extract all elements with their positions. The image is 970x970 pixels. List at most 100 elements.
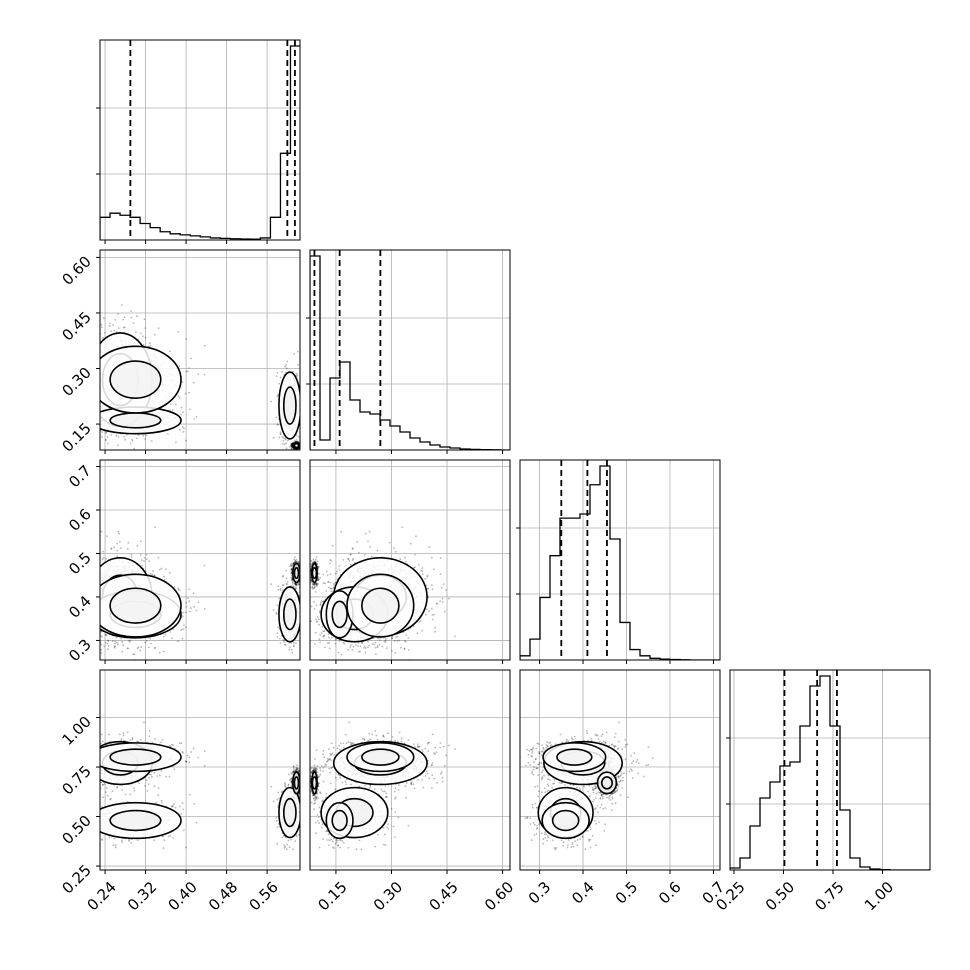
scatter-point [284, 437, 286, 440]
scatter-point [293, 561, 296, 564]
y-tick-label: 0.3 [65, 636, 95, 666]
scatter-point [157, 556, 160, 559]
scatter-point [292, 562, 295, 565]
scatter-point [177, 588, 180, 591]
scatter-point [132, 653, 135, 656]
scatter-point [167, 433, 169, 435]
scatter-point [117, 327, 120, 330]
scatter-point [121, 650, 124, 653]
scatter-point [275, 613, 278, 615]
scatter-point [195, 609, 198, 612]
scatter-point [291, 581, 294, 584]
scatter-point [136, 544, 139, 547]
scatter-point [282, 575, 284, 578]
density-contour [293, 567, 300, 580]
scatter-point [180, 413, 183, 416]
scatter-point [103, 331, 106, 334]
scatter-point [120, 547, 122, 549]
scatter-point [168, 571, 171, 574]
scatter-point [107, 648, 109, 650]
scatter-point [109, 322, 111, 325]
scatter-point [142, 335, 145, 338]
scatter-point [295, 583, 297, 586]
scatter-point [163, 575, 165, 578]
scatter-point [127, 639, 130, 642]
scatter-point [105, 432, 107, 434]
scatter-point [284, 644, 287, 646]
scatter-point [145, 553, 148, 556]
scatter-point [279, 587, 282, 590]
scatter-point [107, 645, 110, 647]
scatter-point [106, 436, 109, 438]
scatter-point [203, 373, 206, 376]
scatter-point [293, 558, 295, 561]
scatter-point [282, 639, 284, 641]
scatter-panel-3-2 [309, 459, 511, 664]
scatter-point [184, 392, 187, 395]
y-tick-label: 0.60 [58, 253, 94, 289]
scatter-point [122, 326, 125, 329]
scatter-point [116, 542, 119, 545]
scatter-point [279, 589, 282, 592]
scatter-point [290, 564, 292, 566]
scatter-point [290, 562, 293, 565]
scatter-point [178, 428, 181, 431]
scatter-point [177, 587, 180, 590]
scatter-point [193, 418, 196, 420]
scatter-point [150, 642, 153, 645]
scatter-point [110, 548, 113, 550]
scatter-point [418, 621, 421, 623]
scatter-point [180, 628, 183, 631]
scatter-point [297, 436, 300, 438]
scatter-point [281, 443, 284, 445]
scatter-point [284, 365, 286, 368]
scatter-point [181, 381, 184, 383]
scatter-point [292, 562, 294, 565]
scatter-point [279, 431, 282, 433]
scatter-point [270, 400, 272, 403]
scatter-point [404, 640, 407, 643]
scatter-point [100, 643, 103, 646]
scatter-point [169, 403, 172, 405]
scatter-point [140, 332, 142, 335]
scatter-point [182, 628, 184, 630]
scatter-point [114, 645, 116, 647]
scatter-point [203, 344, 206, 347]
scatter-point [288, 446, 291, 448]
scatter-point [132, 322, 135, 324]
scatter-point [295, 584, 298, 586]
scatter-point [107, 639, 109, 642]
scatter-point [297, 583, 300, 586]
density-contour [109, 360, 162, 399]
scatter-point [149, 572, 152, 575]
scatter-point [277, 585, 280, 588]
scatter-point [281, 370, 283, 373]
panel-frame [99, 459, 301, 661]
scatter-point [139, 554, 142, 556]
scatter-point [294, 583, 297, 585]
scatter-point [295, 587, 297, 590]
scatter-point [188, 610, 191, 613]
scatter-point [293, 440, 296, 442]
scatter-point [296, 583, 299, 585]
scatter-point [290, 444, 293, 446]
scatter-point [148, 560, 151, 562]
scatter-point [293, 352, 295, 355]
scatter-point [123, 326, 126, 329]
scatter-point [181, 426, 184, 428]
scatter-point [297, 582, 299, 585]
scatter-point [105, 439, 107, 441]
scatter-point [184, 626, 187, 629]
scatter-point [290, 570, 293, 573]
scatter-point [282, 589, 284, 591]
scatter-point [277, 588, 280, 591]
scatter-point [286, 583, 288, 586]
scatter-point [275, 612, 278, 614]
scatter-point [279, 642, 282, 645]
scatter-point [292, 562, 295, 564]
scatter-point [272, 436, 275, 439]
scatter-point [285, 364, 287, 366]
scatter-point [291, 580, 294, 583]
scatter-point [285, 582, 288, 585]
scatter-point [142, 343, 145, 346]
